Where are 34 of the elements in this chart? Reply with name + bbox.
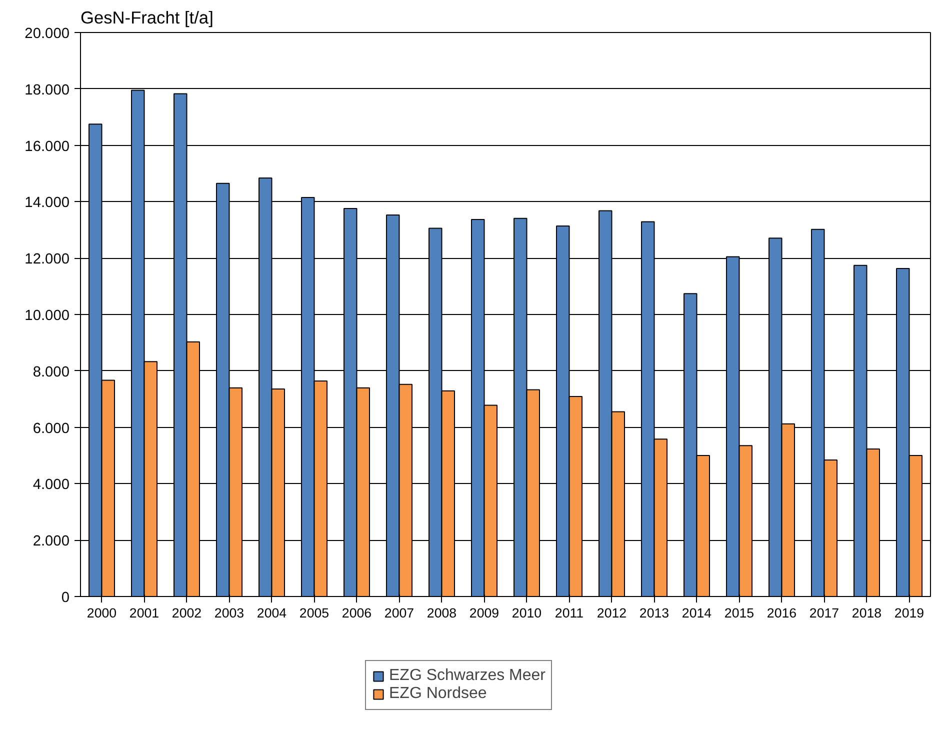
y-tick-label: 4.000	[32, 477, 70, 494]
x-tick-label: 2005	[299, 606, 330, 620]
x-tick-label: 2008	[426, 606, 457, 620]
x-tick-label: 2000	[86, 606, 117, 620]
x-tick-label: 2006	[342, 606, 372, 620]
x-tick-label: 2007	[384, 606, 414, 620]
x-tick-label: 2003	[214, 606, 244, 620]
legend-label: EZG Schwarzes Meer	[389, 667, 546, 685]
x-tick-label: 2010	[512, 606, 542, 620]
x-tick-label: 2016	[766, 606, 797, 620]
legend-label: EZG Nordsee	[389, 685, 487, 703]
y-tick-label: 18.000	[24, 82, 70, 98]
y-tick-label: 20.000	[24, 26, 70, 42]
x-tick-label: 2013	[639, 606, 670, 620]
x-tick-label: 2001	[129, 606, 160, 620]
y-tick-label: 8.000	[32, 364, 70, 380]
x-tick-label: 2015	[724, 606, 754, 620]
y-tick-label: 6.000	[32, 420, 70, 437]
x-tick-label: 2012	[596, 606, 627, 620]
y-tick-label: 12.000	[24, 252, 70, 268]
x-tick-label: 2002	[172, 606, 202, 620]
x-tick-label: 2011	[554, 606, 584, 620]
x-tick-label: 2014	[682, 606, 712, 620]
y-tick-label: 10.000	[24, 308, 70, 324]
x-tick-label: 2004	[256, 606, 288, 620]
y-tick-label: 16.000	[24, 138, 70, 155]
x-tick-label: 2017	[809, 606, 840, 620]
x-tick-label: 2019	[894, 606, 924, 620]
y-tick-label: 2.000	[32, 534, 70, 550]
y-tick-label: 0	[61, 590, 70, 606]
x-tick-label: 2009	[469, 606, 500, 620]
x-tick-label: 2018	[852, 606, 882, 620]
y-tick-label: 14.000	[24, 195, 70, 212]
y-axis-title: GesN-Fracht [t/a]	[80, 8, 214, 28]
